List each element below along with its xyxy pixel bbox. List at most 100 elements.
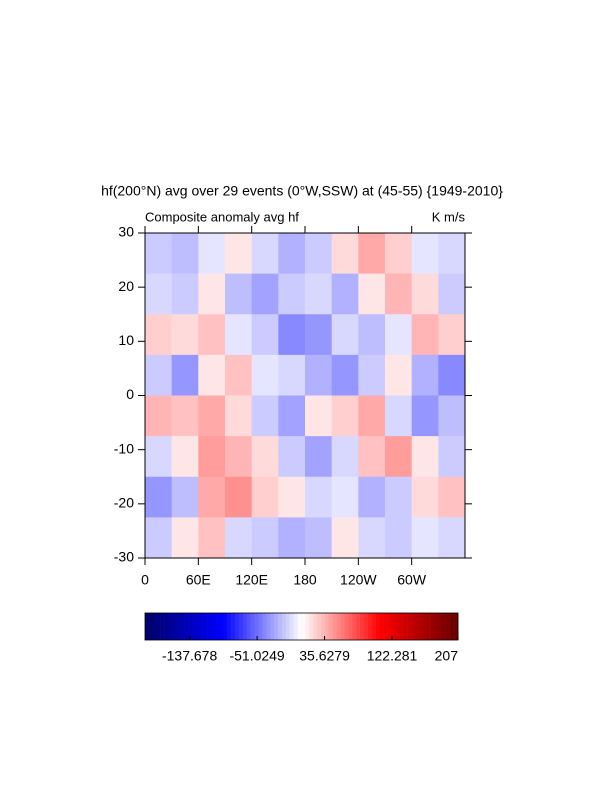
heat-cell bbox=[171, 314, 199, 356]
colorbar-box bbox=[348, 613, 353, 640]
x-tick-label: 0 bbox=[141, 572, 149, 588]
colorbar-box bbox=[450, 613, 455, 640]
colorbar-box bbox=[250, 613, 255, 640]
colorbar-box bbox=[215, 613, 220, 640]
colorbar-box bbox=[317, 613, 322, 640]
colorbar-label: 35.6279 bbox=[299, 648, 350, 664]
heat-cell bbox=[278, 395, 306, 437]
heat-cell bbox=[411, 233, 439, 275]
colorbar-box bbox=[387, 613, 392, 640]
heat-cell bbox=[385, 517, 413, 559]
colorbar-box bbox=[395, 613, 400, 640]
colorbar-box bbox=[184, 613, 189, 640]
heat-cell bbox=[145, 273, 173, 315]
y-tick-label: 30 bbox=[118, 224, 134, 240]
colorbar-box bbox=[321, 613, 326, 640]
colorbar-box bbox=[156, 613, 161, 640]
colorbar-box bbox=[262, 613, 267, 640]
heat-cell bbox=[331, 354, 359, 396]
heat-cell bbox=[438, 273, 466, 315]
colorbar-box bbox=[371, 613, 377, 640]
heat-cell bbox=[278, 273, 306, 315]
colorbar-box bbox=[407, 613, 412, 640]
heat-cell bbox=[411, 476, 439, 518]
colorbar-box bbox=[242, 613, 248, 640]
colorbar-box bbox=[383, 613, 388, 640]
colorbar-box bbox=[191, 613, 197, 640]
heat-cell bbox=[145, 517, 173, 559]
heat-cell bbox=[438, 354, 466, 396]
y-tick-label: -20 bbox=[114, 495, 134, 511]
colorbar-box bbox=[414, 613, 420, 640]
heat-cell bbox=[411, 517, 439, 559]
heat-cell bbox=[251, 395, 279, 437]
colorbar-box bbox=[297, 613, 302, 640]
x-tick-label: 60E bbox=[186, 572, 211, 588]
colorbar-box bbox=[211, 613, 216, 640]
colorbar-box bbox=[270, 613, 275, 640]
heat-cell bbox=[411, 354, 439, 396]
heat-cell bbox=[385, 273, 413, 315]
heat-cell bbox=[251, 476, 279, 518]
heat-cell bbox=[198, 476, 226, 518]
heat-cell bbox=[305, 395, 333, 437]
colorbar-box bbox=[281, 613, 287, 640]
colorbar-box bbox=[188, 613, 193, 640]
heat-cell bbox=[331, 233, 359, 275]
left-label: Composite anomaly avg hf bbox=[145, 209, 299, 224]
colorbar-box bbox=[391, 613, 396, 640]
heat-cell bbox=[385, 436, 413, 478]
heat-cell bbox=[145, 354, 173, 396]
heat-cell bbox=[305, 233, 333, 275]
colorbar-box bbox=[301, 613, 306, 640]
heat-cell bbox=[278, 517, 306, 559]
x-tick-label: 120E bbox=[235, 572, 268, 588]
colorbar-box bbox=[426, 613, 431, 640]
colorbar-label: 122.281 bbox=[367, 648, 418, 664]
colorbar-box bbox=[278, 613, 283, 640]
colorbar-box bbox=[168, 613, 173, 640]
colorbar-box bbox=[403, 613, 408, 640]
units-label: K m/s bbox=[432, 209, 466, 224]
heat-cell bbox=[225, 354, 253, 396]
heat-cell bbox=[305, 354, 333, 396]
colorbar-box bbox=[148, 613, 154, 640]
colorbar-box bbox=[238, 613, 244, 640]
heat-cell bbox=[358, 314, 386, 356]
colorbar-box bbox=[285, 613, 291, 640]
colorbar-box bbox=[375, 613, 381, 640]
colorbar-frame bbox=[144, 612, 459, 641]
colorbar-box bbox=[336, 613, 341, 640]
colorbar-box bbox=[368, 613, 373, 640]
colorbar-box bbox=[234, 613, 240, 640]
colorbar-box bbox=[309, 613, 314, 640]
heat-cell bbox=[171, 436, 199, 478]
heat-cell bbox=[411, 273, 439, 315]
y-tick-label: -30 bbox=[114, 549, 134, 565]
heat-cell bbox=[278, 436, 306, 478]
heat-cell bbox=[198, 273, 226, 315]
heat-cell bbox=[305, 436, 333, 478]
colorbar-box bbox=[364, 613, 369, 640]
heat-cell bbox=[198, 436, 226, 478]
colorbar-box bbox=[195, 613, 201, 640]
heat-cell bbox=[198, 233, 226, 275]
heat-cell bbox=[331, 476, 359, 518]
heat-cell bbox=[438, 233, 466, 275]
colorbar-box bbox=[274, 613, 279, 640]
colorbar-box bbox=[344, 613, 349, 640]
heat-cell bbox=[251, 273, 279, 315]
heat-cell bbox=[171, 273, 199, 315]
colorbar-label: -51.0249 bbox=[229, 648, 284, 664]
colorbar-box bbox=[422, 613, 427, 640]
heat-cell bbox=[438, 314, 466, 356]
colorbar-box bbox=[418, 613, 424, 640]
heat-cell bbox=[438, 517, 466, 559]
heat-cell bbox=[278, 476, 306, 518]
heat-cell bbox=[278, 354, 306, 396]
heat-cell bbox=[171, 395, 199, 437]
heat-cell bbox=[331, 273, 359, 315]
heat-cell bbox=[278, 314, 306, 356]
y-tick-label: 0 bbox=[126, 386, 134, 402]
